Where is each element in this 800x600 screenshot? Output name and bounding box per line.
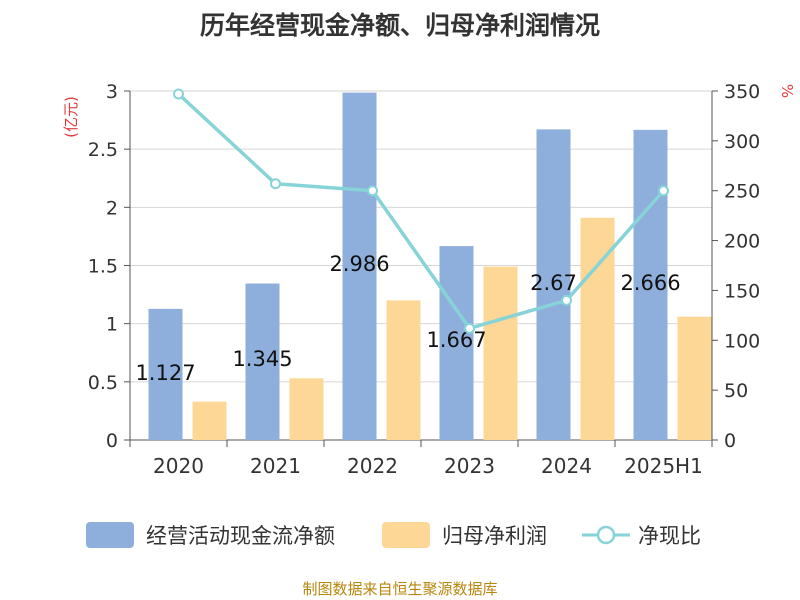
bar	[386, 300, 421, 440]
bar	[289, 378, 324, 440]
bar	[148, 308, 183, 440]
legend-item-net-profit[interactable]: 归母净利润	[382, 517, 547, 553]
x-tick-label: 2024	[541, 454, 592, 478]
y-left-tick-label: 1.5	[88, 256, 118, 278]
y-left-axis-label: (亿元)	[62, 96, 80, 138]
legend-swatch-net-profit	[382, 522, 430, 548]
legend-line-ratio-icon	[582, 525, 630, 545]
y-left-tick-label: 2.5	[88, 139, 118, 161]
bar	[536, 129, 571, 440]
y-left-tick-label: 0	[106, 430, 118, 452]
y-left-tick-label: 2	[106, 197, 118, 219]
y-right-tick-label: 150	[724, 280, 760, 302]
x-tick-label: 2022	[347, 454, 398, 478]
bar-data-label: 1.345	[232, 347, 292, 371]
chart-title: 历年经营现金净额、归母净利润情况	[199, 11, 600, 40]
x-tick-label: 2025H1	[624, 454, 703, 478]
ratio-line	[177, 92, 665, 331]
bar	[677, 316, 712, 440]
y-right-tick-label: 200	[724, 231, 760, 253]
ratio-point	[658, 185, 669, 197]
bar	[483, 266, 518, 440]
y-left-tick-label: 0.5	[88, 372, 118, 394]
bar	[439, 246, 474, 440]
bar	[245, 283, 280, 440]
chart-canvas: 0 0.5 1 1.5 2 2.5 3 0 50 100 150 200 250 300 350 (亿元)% 2…	[62, 81, 796, 478]
legend-label-ratio: 净现比	[638, 524, 701, 548]
y-left-tick-label: 1	[106, 314, 118, 336]
legend: 经营活动现金流净额 归母净利润 净现比	[0, 517, 800, 553]
y-right-axis-label: %	[778, 84, 796, 98]
y-right-tick-label: 300	[724, 131, 760, 153]
ratio-point	[561, 294, 572, 306]
y-right-tick-label: 350	[724, 81, 760, 103]
legend-label-net-profit: 归母净利润	[442, 524, 547, 548]
bar-data-label: 2.986	[329, 252, 389, 276]
bar	[192, 401, 227, 440]
x-tick-label: 2021	[250, 454, 301, 478]
legend-swatch-cash-flow	[86, 522, 134, 548]
bar-data-label: 1.667	[426, 328, 486, 352]
x-tick-label: 2023	[444, 454, 495, 478]
legend-label-cash-flow: 经营活动现金流净额	[146, 524, 335, 548]
ratio-point	[270, 178, 281, 190]
y-right-tick-label: 250	[724, 181, 760, 203]
y-left-tick-label: 3	[106, 81, 118, 103]
y-right-tick-label: 100	[724, 330, 760, 352]
y-right-tick-label: 50	[724, 380, 748, 402]
bar	[342, 92, 377, 441]
y-right-tick-label: 0	[724, 430, 736, 452]
x-tick-label: 2020	[153, 454, 204, 478]
legend-item-cash-flow[interactable]: 经营活动现金流净额	[86, 517, 335, 553]
bar-data-label: 2.666	[620, 271, 680, 295]
bar	[633, 129, 668, 440]
bar-data-label: 2.67	[530, 271, 577, 295]
bar-data-label: 1.127	[135, 361, 195, 385]
ratio-point	[173, 88, 184, 100]
source-note: 制图数据来自恒生聚源数据库	[302, 580, 498, 598]
ratio-point	[367, 185, 378, 197]
ratio-point	[464, 322, 475, 334]
legend-item-ratio[interactable]: 净现比	[582, 517, 701, 553]
